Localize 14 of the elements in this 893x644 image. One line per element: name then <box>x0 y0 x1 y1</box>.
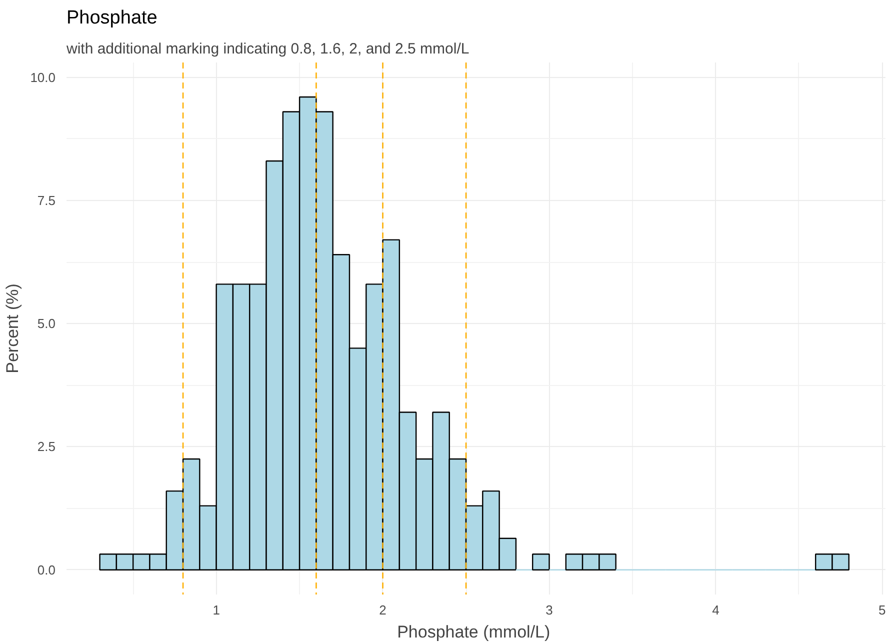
x-axis-title: Phosphate (mmol/L) <box>397 622 550 642</box>
chart-title: Phosphate <box>66 8 158 28</box>
y-tick-label: 7.5 <box>37 192 56 208</box>
x-tick-label: 5 <box>878 602 886 618</box>
y-axis-title: Percent (%) <box>3 284 22 374</box>
x-tick-label: 3 <box>546 602 553 618</box>
x-tick-label: 2 <box>379 602 386 618</box>
y-tick-label: 0.0 <box>37 562 56 578</box>
y-tick-label: 2.5 <box>37 439 56 454</box>
chart-subtitle: with additional marking indicating 0.8, 1.6, 2, and 2.5 mmol/L <box>66 40 470 58</box>
y-tick-label: 10.0 <box>30 70 56 85</box>
x-tick-label: 1 <box>212 602 220 618</box>
x-tick-label: 4 <box>712 602 720 618</box>
y-tick-label: 5.0 <box>37 316 56 332</box>
